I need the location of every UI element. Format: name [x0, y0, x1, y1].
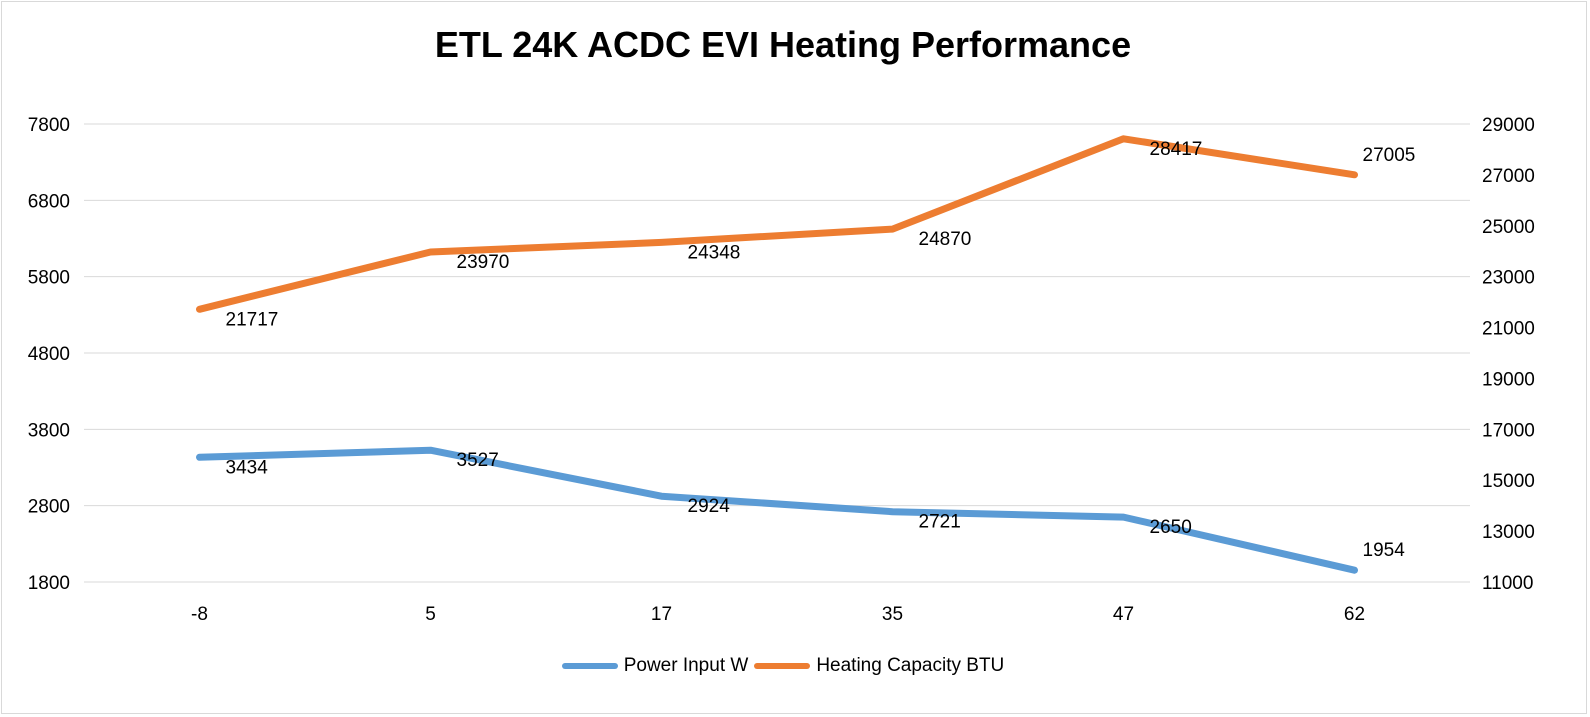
x-tick-label: 17	[651, 604, 672, 625]
y-right-tick-label: 15000	[1482, 471, 1535, 492]
chart-title: ETL 24K ACDC EVI Heating Performance	[434, 24, 1132, 65]
y-right-tick-label: 19000	[1482, 369, 1535, 390]
y-right-tick-label: 25000	[1482, 217, 1535, 238]
y-right-tick-label: 27000	[1482, 166, 1535, 187]
legend-label-heating: Heating Capacity BTU	[816, 655, 1005, 676]
y-left-tick-label: 5800	[28, 268, 70, 289]
chart-legend: Power Input W Heating Capacity BTU	[0, 655, 1566, 677]
y-left-tick-label: 2800	[28, 497, 70, 518]
y-right-tick-label: 13000	[1482, 522, 1535, 543]
legend-label-power: Power Input W	[623, 655, 749, 676]
legend-swatch-power	[561, 663, 618, 669]
series-line-heating-capacity	[196, 135, 1358, 313]
data-label: 23970	[457, 252, 510, 273]
data-label: 2650	[1150, 517, 1192, 538]
y-right-tick-label: 17000	[1482, 420, 1535, 441]
data-label: 24348	[688, 242, 741, 263]
data-label: 1954	[1363, 540, 1406, 561]
x-tick-label: 5	[425, 604, 436, 625]
data-label: 24870	[919, 229, 972, 250]
x-tick-label: -8	[191, 604, 208, 625]
x-tick-label: 47	[1113, 604, 1134, 625]
y-right-tick-label: 11000	[1482, 573, 1533, 594]
data-label: 27005	[1363, 145, 1416, 166]
data-label: 21717	[226, 309, 279, 330]
data-label: 28417	[1150, 139, 1203, 160]
data-label: 3527	[457, 450, 499, 471]
y-left-tick-label: 1800	[28, 573, 70, 594]
y-left-tick-label: 7800	[28, 115, 70, 136]
legend-item-power: Power Input W	[561, 655, 749, 677]
y-right-tick-label: 23000	[1482, 268, 1535, 289]
x-tick-label: 35	[882, 604, 903, 625]
data-label: 3434	[226, 457, 269, 478]
y-left-tick-label: 6800	[28, 191, 70, 212]
data-label: 2924	[688, 496, 731, 517]
y-left-tick-label: 3800	[28, 420, 70, 441]
data-label: 2721	[919, 512, 961, 533]
legend-item-heating: Heating Capacity BTU	[754, 655, 1004, 677]
y-left-tick-label: 4800	[28, 344, 70, 365]
y-right-tick-label: 21000	[1482, 319, 1535, 340]
y-right-tick-label: 29000	[1482, 115, 1535, 136]
series-line-power-input	[196, 446, 1358, 574]
x-tick-label: 62	[1344, 604, 1365, 625]
legend-swatch-heating	[754, 663, 811, 669]
